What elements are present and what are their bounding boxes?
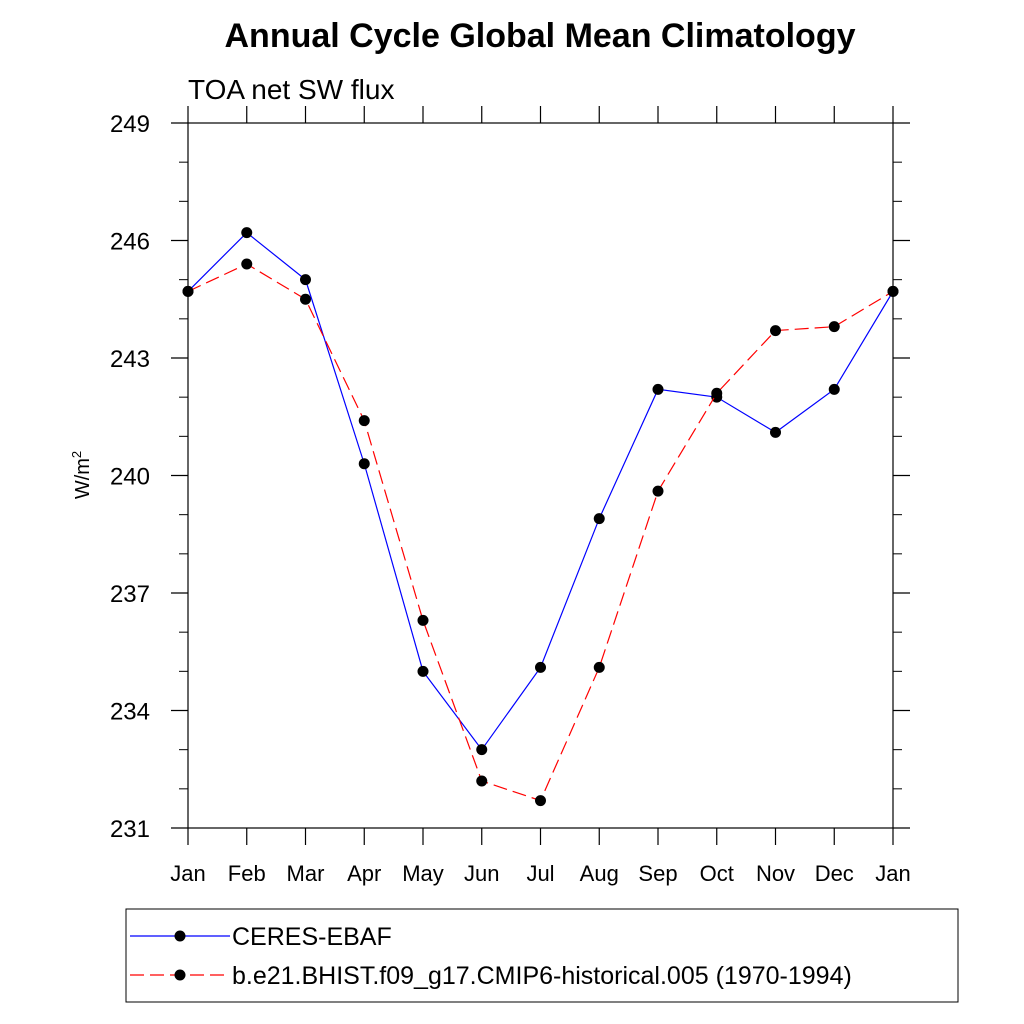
series-1 <box>182 227 899 756</box>
x-tick-label: Dec <box>815 861 854 886</box>
data-point <box>828 383 840 395</box>
series-2 <box>182 258 899 807</box>
x-tick-label: Feb <box>228 861 266 886</box>
y-tick-label: 249 <box>110 111 150 138</box>
data-point <box>300 293 311 305</box>
data-point <box>887 285 899 297</box>
x-tick-label: Apr <box>347 861 381 886</box>
data-point <box>652 383 664 395</box>
data-point <box>358 458 370 470</box>
x-tick-label: May <box>402 861 444 886</box>
y-tick-label: 246 <box>110 229 150 256</box>
data-point <box>241 227 253 239</box>
data-point <box>593 661 605 673</box>
data-point <box>300 274 311 286</box>
legend-marker <box>174 969 186 981</box>
y-tick-label: 240 <box>110 464 150 491</box>
y-tick-label: 234 <box>110 699 150 726</box>
data-point <box>476 775 488 787</box>
data-point <box>241 258 253 270</box>
series-line <box>187 263 894 802</box>
plot-border <box>187 122 894 829</box>
x-tick-label: Jan <box>170 861 205 886</box>
x-tick-label: Oct <box>700 861 734 886</box>
data-point <box>182 285 194 297</box>
x-tick-label: Jan <box>875 861 910 886</box>
x-tick-label: Jun <box>464 861 499 886</box>
data-point <box>476 744 488 756</box>
y-axis-label-superscript: 2 <box>69 451 84 458</box>
y-axis-label: W/m2 <box>69 451 94 499</box>
data-point <box>593 513 605 525</box>
legend-box <box>125 908 959 1003</box>
data-point <box>770 325 781 337</box>
legend-marker <box>174 930 186 942</box>
data-point <box>828 321 840 333</box>
x-tick-label: Sep <box>638 861 677 886</box>
data-point <box>652 485 664 497</box>
series-layer <box>182 227 899 807</box>
data-point <box>770 426 781 438</box>
legend: CERES-EBAF b.e21.BHIST.f09_g17.CMIP6-hist… <box>125 908 959 1003</box>
x-tick-label: Aug <box>580 861 619 886</box>
data-point <box>535 795 546 807</box>
data-point <box>417 614 429 626</box>
x-tick-label: Jul <box>526 861 554 886</box>
data-point <box>417 665 429 677</box>
y-tick-label: 231 <box>110 816 150 843</box>
legend-label: b.e21.BHIST.f09_g17.CMIP6-historical.005… <box>232 962 852 990</box>
data-point <box>535 661 546 673</box>
x-tick-label: Mar <box>287 861 325 886</box>
plot-frame <box>187 122 894 829</box>
y-axis-label-unit: W/m <box>72 458 94 499</box>
data-point <box>358 415 370 427</box>
chart-title: Annual Cycle Global Mean Climatology <box>225 17 856 55</box>
y-tick-label: 237 <box>110 581 150 608</box>
y-axis: 231 234 237 240 243 246 249 <box>110 111 910 843</box>
legend-label: CERES-EBAF <box>232 923 392 951</box>
chart-subtitle: TOA net SW flux <box>188 74 394 105</box>
x-axis: Jan Feb Mar Apr May Jun Jul Aug Sep Oct Nov Dec Jan <box>170 106 911 886</box>
y-tick-label: 243 <box>110 346 150 373</box>
data-point <box>711 387 723 399</box>
x-tick-label: Nov <box>756 861 795 886</box>
